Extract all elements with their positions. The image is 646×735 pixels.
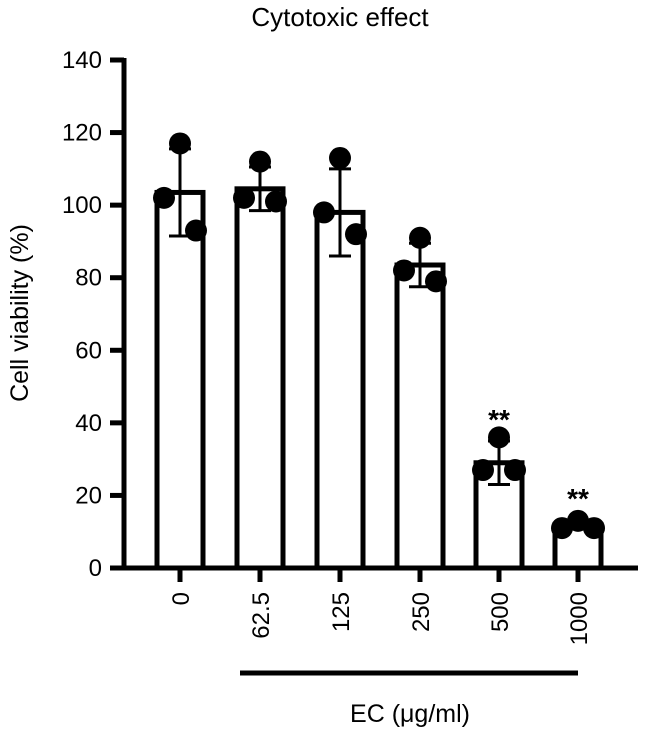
data-point [249,150,271,173]
data-point [153,186,175,209]
data-point [472,459,494,482]
data-point [409,226,431,249]
data-point [551,517,573,540]
y-tick-label: 140 [62,47,102,74]
y-axis-label: Cell viability (%) [6,224,34,402]
plot-area: 0 20 40 60 80 100 120 140 0 62.5 125 250 500 ** 1000 ** [62,47,638,676]
data-point [313,201,335,224]
y-tick-label: 0 [89,555,102,582]
bar [394,262,446,571]
data-point [345,223,367,246]
significance-marker: ** [488,404,510,435]
data-point [169,132,191,155]
data-point [233,186,255,209]
y-tick-label: 40 [75,410,102,437]
x-tick-label: 500 [487,592,514,632]
data-point [583,517,605,540]
x-tick-label: 125 [328,592,355,632]
y-tick-label: 120 [62,120,102,147]
data-point [393,259,415,282]
y-tick-label: 20 [75,482,102,509]
data-point [504,459,526,482]
y-tick-label: 80 [75,265,102,292]
data-point [185,219,207,242]
chart-title: Cytotoxic effect [251,2,429,32]
x-axis-label: EC (μg/ml) [350,700,470,728]
x-tick-label: 250 [408,592,435,632]
bar [154,189,206,571]
data-point [265,190,287,213]
bar [314,209,366,571]
data-point [425,270,447,293]
x-tick-label: 0 [168,592,195,605]
data-point [488,426,510,449]
bar [234,186,286,571]
significance-marker: ** [567,483,589,514]
y-tick-label: 100 [62,192,102,219]
data-point [329,146,351,169]
x-tick-label: 1000 [566,592,593,645]
y-tick-label: 60 [75,337,102,364]
x-tick-label: 62.5 [248,592,275,639]
